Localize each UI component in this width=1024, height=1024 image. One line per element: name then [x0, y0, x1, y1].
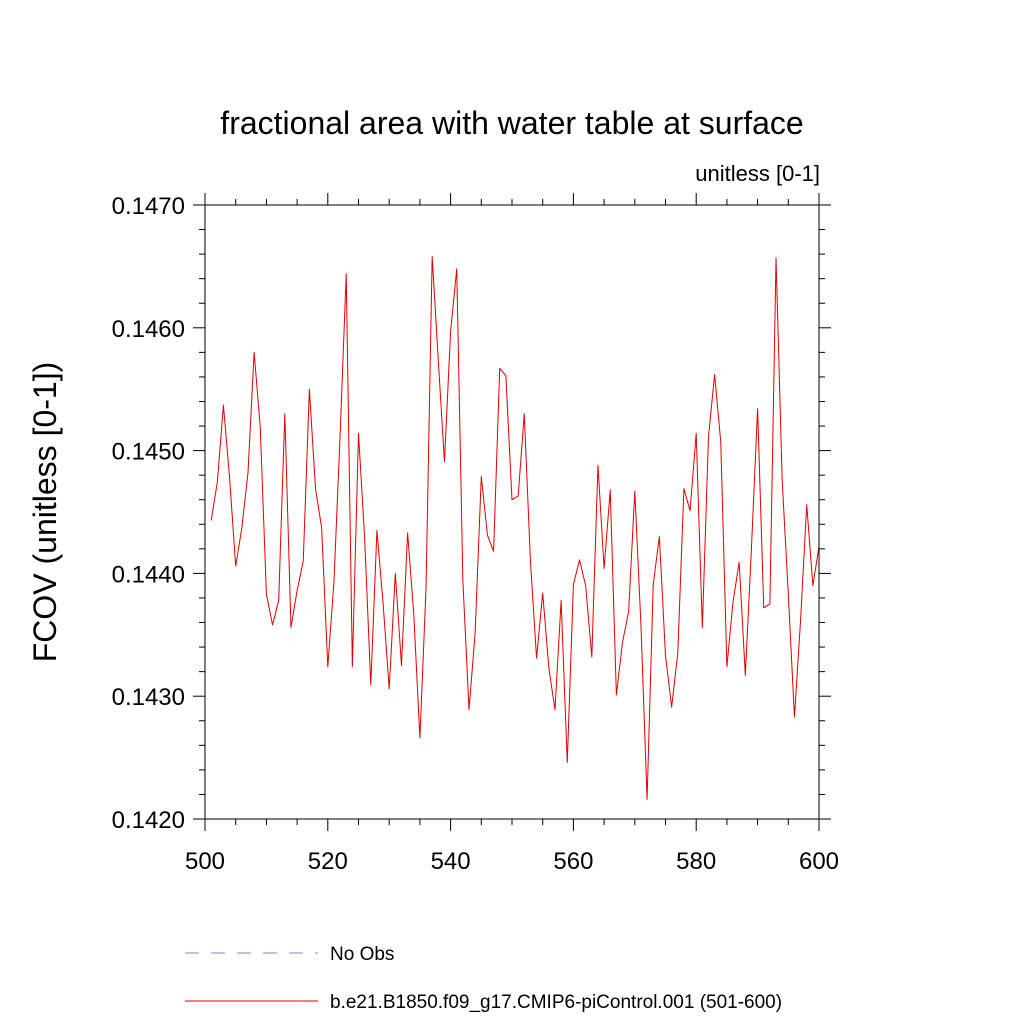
legend-label-model: b.e21.B1850.f09_g17.CMIP6-piControl.001 … [330, 992, 782, 1013]
x-tick-label: 520 [308, 848, 348, 875]
chart-subtitle: unitless [0-1] [695, 161, 820, 186]
x-tick-label: 580 [676, 848, 716, 875]
y-tick-label: 0.1460 [112, 316, 185, 343]
x-tick-label: 500 [185, 848, 225, 875]
y-tick-label: 0.1450 [112, 439, 185, 466]
x-tick-labels: 500 520 540 560 580 600 [185, 848, 839, 875]
y-axis-label: FCOV (unitless [0-1]) [27, 362, 63, 663]
series-layer [210, 256, 820, 800]
chart-title: fractional area with water table at surf… [220, 105, 803, 141]
plot-frame [204, 204, 820, 820]
axis-ticks [193, 193, 831, 831]
y-tick-label: 0.1430 [112, 684, 185, 711]
x-tick-label: 600 [799, 848, 839, 875]
y-tick-labels: 0.1420 0.1430 0.1440 0.1450 0.1460 0.1470 [112, 193, 185, 834]
y-tick-label: 0.1420 [112, 807, 185, 834]
y-tick-label: 0.1440 [112, 561, 185, 588]
legend-label-no-obs: No Obs [330, 944, 394, 965]
legend: No Obs b.e21.B1850.f09_g17.CMIP6-piContr… [185, 944, 782, 1013]
y-tick-label: 0.1470 [112, 193, 185, 220]
x-tick-label: 560 [553, 848, 593, 875]
x-tick-label: 540 [431, 848, 471, 875]
series-line-1 [210, 256, 820, 800]
